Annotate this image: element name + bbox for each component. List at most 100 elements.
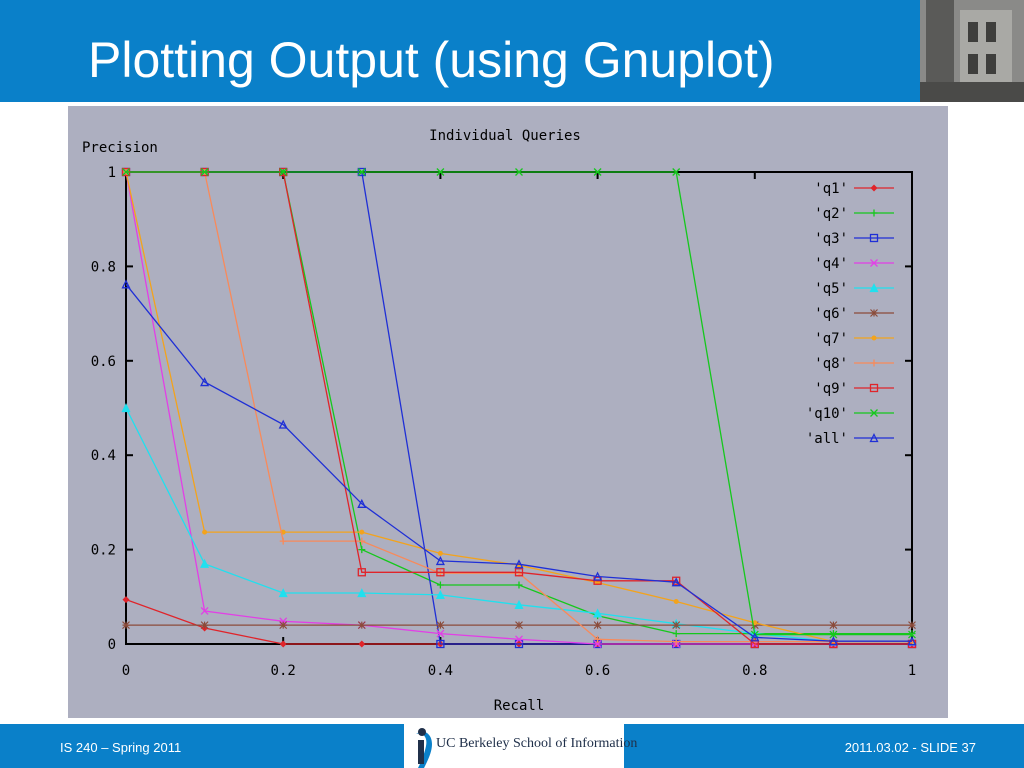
legend-label: 'q5' bbox=[814, 281, 848, 297]
data-point bbox=[672, 168, 681, 176]
campus-photo bbox=[920, 0, 1024, 102]
data-point bbox=[357, 168, 366, 176]
legend-label: 'q9' bbox=[814, 381, 848, 397]
data-point bbox=[436, 621, 445, 630]
data-point bbox=[594, 635, 602, 643]
data-point bbox=[593, 168, 602, 176]
data-point bbox=[122, 621, 130, 630]
y-tick-label: 0.2 bbox=[91, 543, 116, 559]
data-point bbox=[200, 377, 210, 387]
data-point bbox=[908, 630, 916, 639]
legend-marker bbox=[869, 383, 879, 393]
legend-marker bbox=[870, 209, 878, 217]
legend-label: 'q3' bbox=[814, 231, 848, 247]
data-point bbox=[593, 571, 603, 581]
data-point bbox=[122, 596, 130, 604]
data-point bbox=[121, 403, 131, 413]
data-point bbox=[593, 621, 602, 630]
legend-marker bbox=[871, 335, 877, 341]
data-point bbox=[907, 636, 917, 646]
data-point bbox=[908, 621, 916, 630]
legend-label: 'q7' bbox=[814, 331, 848, 347]
legend-marker bbox=[870, 359, 878, 367]
legend-marker bbox=[869, 433, 879, 443]
legend-label: 'q10' bbox=[806, 406, 848, 422]
data-point bbox=[358, 640, 366, 648]
footer-bar: IS 240 – Spring 2011 UC Berkeley School … bbox=[0, 724, 1024, 768]
data-point bbox=[514, 559, 524, 569]
data-point bbox=[200, 168, 209, 176]
data-point bbox=[828, 636, 838, 646]
school-logo: UC Berkeley School of Information bbox=[404, 724, 637, 768]
y-tick-label: 0 bbox=[108, 637, 116, 653]
data-point bbox=[357, 588, 367, 598]
data-point bbox=[435, 589, 445, 600]
data-point bbox=[671, 577, 681, 587]
data-point bbox=[829, 630, 837, 638]
logo-i-icon bbox=[416, 728, 432, 768]
data-point bbox=[279, 537, 287, 545]
data-point bbox=[436, 568, 445, 577]
x-tick-label: 0.2 bbox=[271, 663, 296, 679]
data-point bbox=[358, 546, 366, 554]
data-point bbox=[279, 168, 288, 176]
x-tick-label: 0.6 bbox=[585, 663, 610, 679]
legend-marker bbox=[870, 259, 878, 267]
series-q6 bbox=[122, 621, 916, 630]
axis-ticks: 0 0.2 0.4 0.6 0.8 1 0 0.2 0.4 0.6 0.8 1 bbox=[91, 165, 917, 679]
legend-label: 'q6' bbox=[814, 306, 848, 322]
y-axis-label: Precision bbox=[82, 140, 158, 156]
data-point bbox=[357, 621, 366, 630]
data-point bbox=[278, 588, 288, 598]
data-point bbox=[593, 608, 603, 618]
legend-marker bbox=[870, 409, 878, 417]
y-tick-label: 1 bbox=[108, 165, 116, 181]
data-point bbox=[357, 568, 366, 577]
data-point bbox=[436, 629, 445, 638]
data-point bbox=[673, 599, 679, 605]
data-point bbox=[437, 550, 443, 556]
data-point bbox=[515, 581, 523, 589]
series-lines bbox=[121, 167, 917, 649]
data-point bbox=[436, 168, 445, 176]
footer-course: IS 240 – Spring 2011 bbox=[60, 740, 182, 755]
legend-marker bbox=[869, 283, 879, 293]
data-point bbox=[515, 635, 523, 644]
series-all bbox=[121, 279, 917, 646]
data-point bbox=[593, 576, 602, 585]
legend-label: 'q2' bbox=[814, 206, 848, 222]
data-point bbox=[514, 639, 524, 649]
data-point bbox=[279, 621, 288, 630]
data-point bbox=[435, 555, 445, 566]
data-point bbox=[358, 537, 366, 545]
data-point bbox=[672, 621, 681, 630]
legend-marker bbox=[870, 309, 878, 317]
x-tick-label: 0.8 bbox=[742, 663, 767, 679]
footer-slide-number: 2011.03.02 - SLIDE 37 bbox=[844, 740, 976, 755]
legend-label: 'q1' bbox=[814, 181, 848, 197]
data-point bbox=[436, 581, 444, 589]
data-point bbox=[121, 279, 131, 289]
data-point bbox=[359, 529, 365, 535]
data-point bbox=[593, 640, 602, 648]
data-point bbox=[750, 632, 760, 642]
data-point bbox=[357, 498, 367, 508]
data-point bbox=[829, 630, 838, 639]
x-tick-label: 0.4 bbox=[428, 663, 453, 679]
data-point bbox=[672, 638, 680, 646]
data-point bbox=[515, 621, 523, 630]
y-tick-label: 0.6 bbox=[91, 354, 116, 370]
chart-title: Individual Queries bbox=[429, 128, 581, 144]
data-point bbox=[200, 621, 209, 630]
data-point bbox=[278, 419, 288, 429]
gnuplot-chart: Individual Queries Precision Recall 0 0.2… bbox=[68, 106, 948, 718]
y-tick-label: 0.8 bbox=[91, 259, 116, 275]
data-point bbox=[436, 639, 445, 649]
legend: 'q1' 'q2' 'q3' 'q4' 'q5' 'q6' 'q7' 'q8' 'q9' 'q10… bbox=[806, 181, 894, 447]
x-tick-label: 0 bbox=[122, 663, 130, 679]
series-q8 bbox=[122, 168, 916, 646]
data-point bbox=[514, 599, 524, 609]
logo-text: UC Berkeley School of Information bbox=[436, 736, 638, 751]
header-bar: Plotting Output (using Gnuplot) bbox=[0, 0, 1024, 102]
data-point bbox=[908, 630, 916, 638]
